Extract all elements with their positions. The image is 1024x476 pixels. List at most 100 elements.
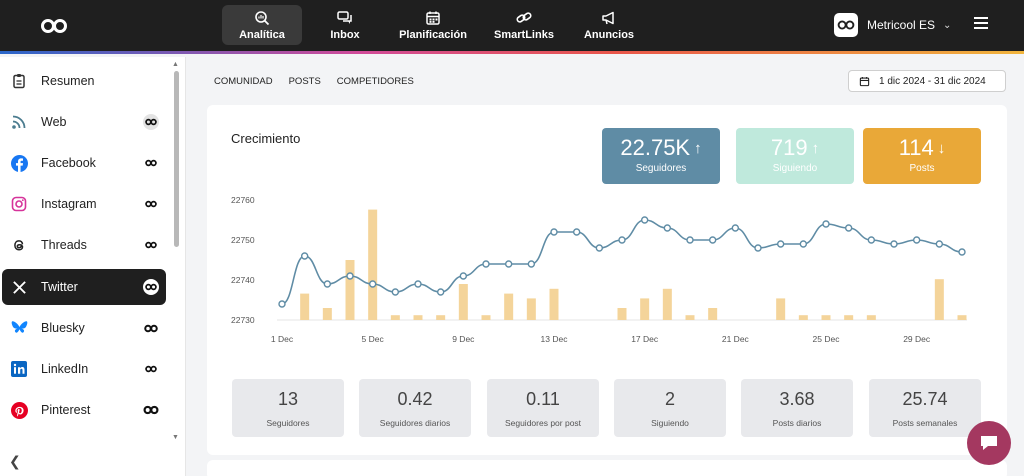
bar	[504, 293, 514, 320]
sidebar-item-bluesky[interactable]: Bluesky	[2, 310, 166, 346]
kpi-label: Seguidores	[635, 163, 687, 174]
stat-seguidores-diarios: 0.42 Seguidores diarios	[359, 379, 471, 437]
kpi-value: 719	[770, 135, 808, 160]
line-point	[504, 260, 513, 268]
account-switcher[interactable]: Metricool ES ⌄	[834, 13, 951, 37]
bar	[413, 315, 423, 320]
sidebar-scrollbar-thumb[interactable]	[174, 71, 179, 247]
nav-label: SmartLinks	[494, 28, 554, 41]
bar	[866, 315, 876, 320]
stat-posts-diarios: 3.68 Posts diarios	[741, 379, 853, 437]
bar	[526, 298, 536, 320]
line-point	[890, 240, 898, 248]
sidebar-item-web[interactable]: Web	[2, 104, 166, 140]
sidebar-item-threads[interactable]: Threads	[2, 227, 166, 263]
kpi-siguiendo[interactable]: 719 ↑ Siguiendo	[736, 128, 854, 184]
scroll-up-arrow-icon[interactable]: ▲	[172, 61, 179, 68]
line-point	[323, 280, 332, 288]
bar	[345, 260, 355, 320]
line-point	[550, 228, 558, 236]
x-tick-label: 21 Dec	[722, 334, 750, 344]
linkedin-icon	[10, 360, 28, 378]
line-point	[300, 252, 309, 260]
bar	[662, 288, 672, 320]
collapse-sidebar-icon[interactable]: ❮	[9, 453, 21, 469]
stat-seguidores: 13 Seguidores	[232, 379, 344, 437]
bar	[776, 298, 786, 320]
metricool-connected-icon	[143, 320, 159, 336]
kpi-posts[interactable]: 114 ↓ Posts	[863, 128, 981, 184]
x-tick-label: 17 Dec	[631, 334, 659, 344]
stat-seguidores-por-post: 0.11 Seguidores por post	[487, 379, 599, 437]
sidebar-item-facebook[interactable]: Facebook	[2, 145, 166, 181]
kpi-seguidores[interactable]: 22.75K ↑ Seguidores	[602, 128, 720, 184]
bar	[798, 315, 808, 320]
nav-label: Planificación	[399, 28, 467, 41]
nav-smartlinks[interactable]: SmartLinks	[486, 5, 562, 45]
scroll-down-arrow-icon[interactable]: ▼	[172, 434, 179, 441]
arrow-up-icon: ↑	[694, 139, 702, 157]
kpi-value: 114	[898, 135, 934, 160]
line-point	[368, 280, 377, 288]
next-card	[207, 460, 1007, 476]
bar	[322, 308, 332, 320]
butterfly-icon	[10, 319, 28, 337]
line-point	[731, 224, 740, 232]
tab-posts[interactable]: POSTS	[288, 76, 321, 87]
line-point	[799, 240, 808, 248]
y-tick-label: 22740	[231, 275, 255, 285]
bar	[549, 288, 559, 320]
line-point	[822, 220, 830, 228]
pinterest-icon	[10, 401, 28, 419]
rss-icon	[10, 113, 28, 131]
hamburger-menu-icon[interactable]	[974, 17, 988, 29]
support-chat-button[interactable]	[967, 421, 1011, 465]
chat-icon	[981, 436, 997, 450]
metricool-connected-icon	[143, 237, 159, 253]
line-point	[346, 272, 354, 280]
bar	[957, 315, 967, 320]
nav-label: Inbox	[330, 28, 360, 41]
line-point	[414, 280, 422, 288]
line-point	[459, 272, 468, 280]
nav-planificacion[interactable]: Planificación	[394, 5, 472, 45]
sidebar-item-resumen[interactable]: Resumen	[2, 63, 166, 99]
nav-label: Analítica	[239, 28, 285, 41]
tab-competidores[interactable]: COMPETIDORES	[336, 76, 414, 87]
bar	[617, 308, 627, 320]
tab-comunidad[interactable]: COMUNIDAD	[214, 76, 273, 87]
bar	[640, 298, 650, 320]
sidebar-item-label: Twitter	[41, 280, 78, 294]
x-tick-label: 13 Dec	[541, 334, 569, 344]
clipboard-icon	[10, 72, 28, 90]
link-icon	[516, 11, 532, 23]
bar	[390, 315, 400, 320]
bar	[708, 308, 718, 320]
nav-anuncios[interactable]: Anuncios	[574, 5, 644, 45]
stat-value: 0.42	[397, 389, 433, 409]
brand-gradient-strip	[0, 51, 1024, 54]
nav-inbox[interactable]: Inbox	[310, 5, 380, 45]
line-point	[754, 244, 762, 252]
nav-analitica[interactable]: Analítica	[222, 5, 302, 45]
line-point	[776, 240, 785, 248]
sidebar-item-label: Bluesky	[41, 321, 85, 335]
account-name: Metricool ES	[867, 18, 936, 32]
stat-value: 3.68	[779, 389, 815, 409]
line-point	[572, 228, 581, 236]
sidebar-item-instagram[interactable]: Instagram	[2, 186, 166, 222]
kpi-label: Siguiendo	[772, 163, 818, 174]
metricool-logo-icon[interactable]	[40, 17, 68, 35]
account-logo-icon	[834, 13, 858, 37]
sidebar-item-twitter[interactable]: Twitter	[2, 269, 166, 305]
nav-label: Anuncios	[583, 28, 635, 41]
sidebar-item-label: Web	[41, 115, 67, 129]
date-range-picker[interactable]: 1 dic 2024 - 31 dic 2024	[848, 70, 1006, 92]
stat-label: Seguidores	[266, 418, 310, 428]
sidebar-item-linkedin[interactable]: LinkedIn	[2, 351, 166, 387]
top-navigation-bar: Analítica Inbox Planificación SmartLinks…	[0, 0, 1024, 54]
stat-posts-semanales: 25.74 Posts semanales	[869, 379, 981, 437]
line-point	[595, 244, 604, 252]
bar	[685, 315, 695, 320]
sidebar-item-pinterest[interactable]: Pinterest	[2, 392, 166, 428]
